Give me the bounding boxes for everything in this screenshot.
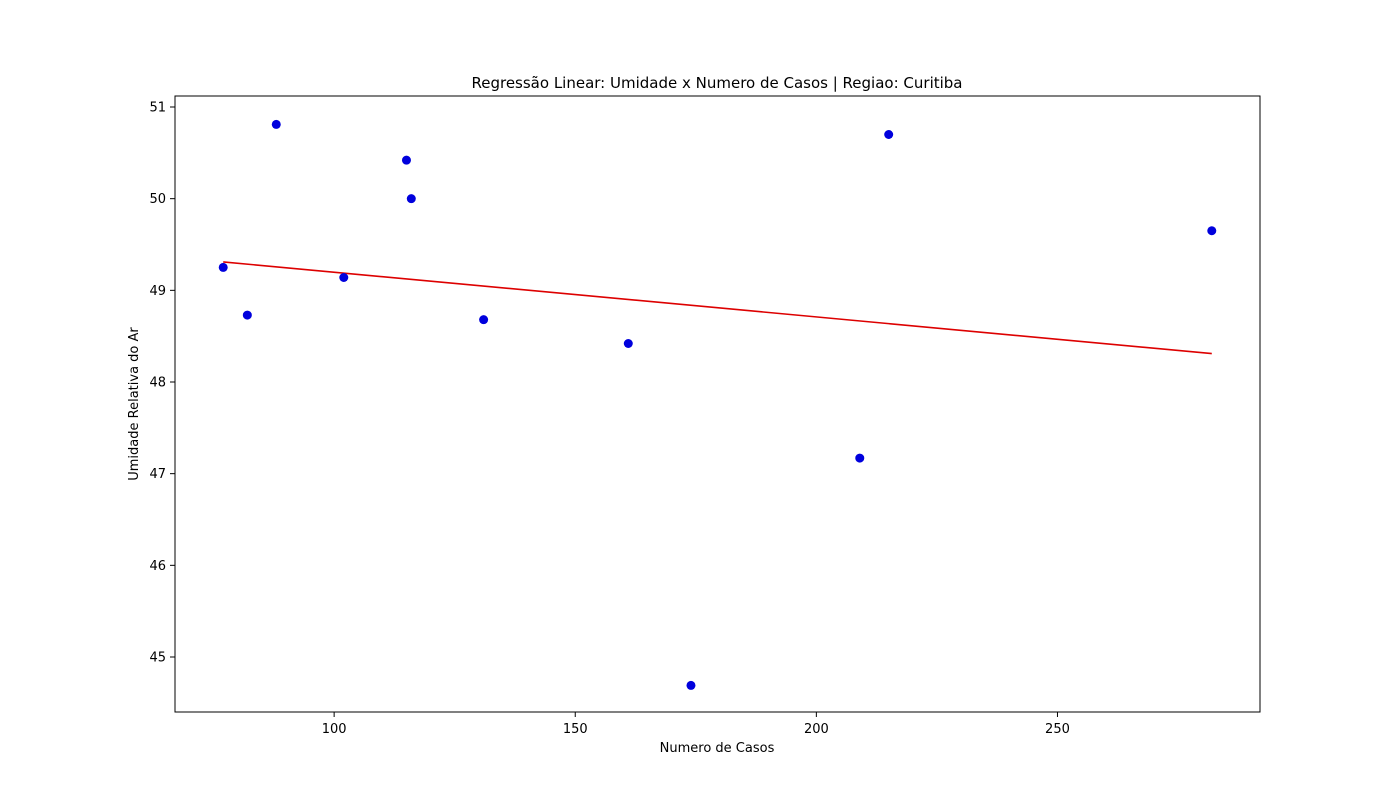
x-axis-ticks: 100 150 200 250: [322, 712, 1070, 737]
data-point: [401, 155, 411, 165]
y-axis-label: Umidade Relativa do Ar: [127, 327, 142, 481]
y-tick-label: 50: [149, 192, 166, 207]
y-tick-label: 49: [149, 284, 166, 299]
x-tick-label: 100: [322, 722, 347, 737]
plot-frame: [174, 95, 1261, 713]
chart-title: Regressão Linear: Umidade x Numero de Ca…: [471, 74, 962, 92]
y-tick-label: 45: [149, 651, 166, 666]
y-tick-label: 48: [149, 376, 166, 391]
data-point: [623, 339, 633, 348]
x-axis-label: Numero de Casos: [660, 741, 775, 756]
data-points-layer: [218, 119, 1217, 690]
x-tick-label: 200: [804, 722, 829, 737]
data-point: [271, 119, 281, 129]
regression-line: [223, 261, 1212, 355]
data-point: [686, 680, 696, 690]
x-tick-label: 150: [563, 722, 588, 737]
data-point: [242, 310, 252, 320]
regression-line-layer: [223, 261, 1212, 355]
y-tick-label: 46: [149, 559, 166, 574]
data-point: [1207, 226, 1217, 236]
plot-area: [218, 119, 1217, 690]
data-point: [855, 453, 865, 463]
data-point: [479, 315, 489, 325]
y-tick-label: 47: [149, 467, 166, 482]
data-point: [218, 262, 228, 272]
data-point: [406, 194, 416, 204]
y-axis-ticks: 45 46 47 48 49 50 51: [149, 101, 175, 666]
x-tick-label: 250: [1045, 722, 1070, 737]
data-point: [339, 273, 349, 282]
y-tick-label: 51: [149, 101, 166, 116]
data-point: [884, 130, 894, 139]
